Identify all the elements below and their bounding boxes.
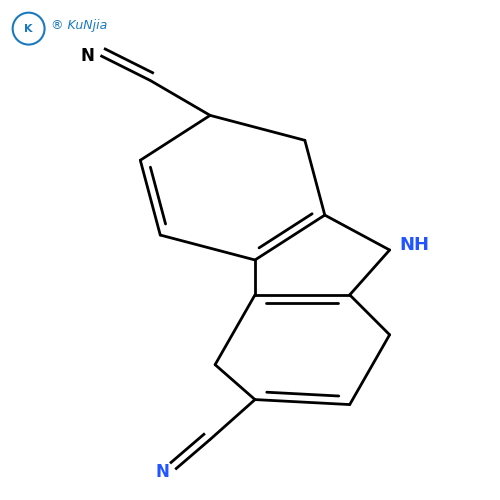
Text: NH: NH — [400, 236, 430, 254]
Text: ® KuNjia: ® KuNjia — [50, 19, 107, 32]
Text: N: N — [156, 464, 169, 481]
Text: K: K — [24, 24, 33, 34]
Text: N: N — [80, 46, 94, 64]
